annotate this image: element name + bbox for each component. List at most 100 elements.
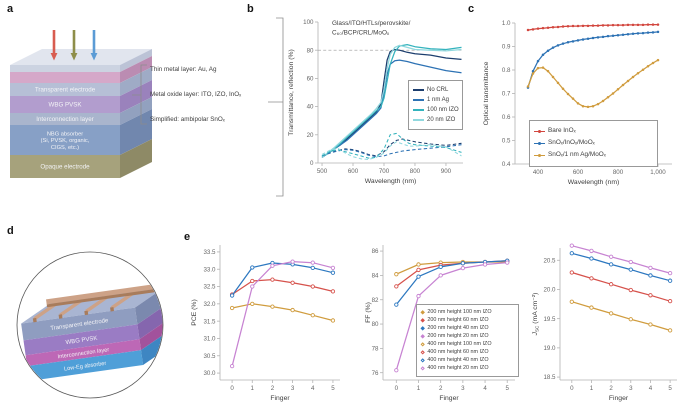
legend-entry: 400 nm height 20 nm IZO — [420, 364, 514, 371]
axis-tick-label: 600 — [348, 168, 359, 175]
panel-label-b: b — [247, 3, 254, 15]
axis-tick-label: 32.0 — [203, 301, 216, 308]
axis-tick-label: 4 — [649, 385, 653, 392]
open-diamond-marker-icon — [420, 342, 426, 347]
legend-entry: 400 nm height 40 nm IZO — [420, 357, 514, 363]
legend-label: 400 nm height 100 nm IZO — [427, 340, 492, 347]
layer-0 — [10, 83, 120, 96]
axis-tick-label: 80 — [372, 321, 379, 328]
axis-tick-label: 84 — [372, 273, 379, 280]
series-20-nm-izo-reflection — [321, 141, 462, 161]
layer-label: WBG PVSK — [65, 336, 98, 346]
legend-entry: 1 nm Ag — [413, 97, 458, 103]
x-axis-label: Finger — [439, 395, 459, 402]
axis-tick-label: 0.6 — [502, 114, 511, 121]
legend-label: 400 nm height 20 nm IZO — [427, 364, 489, 371]
legend-entry: Bare InOₓ — [534, 128, 653, 134]
series-20-nm-izo — [571, 245, 671, 274]
axis-tick-label: 1,000 — [650, 169, 666, 176]
legend-entry: 400 nm height 100 nm IZO — [420, 340, 514, 347]
chart-title: C₆₀/BCP/CRL/MoOₓ — [332, 30, 390, 37]
layer-label: NBG absorber — [47, 131, 83, 137]
axis-tick-label: 500 — [317, 168, 328, 175]
layer-3 — [27, 350, 144, 382]
axis-tick-label: 20.0 — [543, 287, 556, 294]
layer-0 — [21, 307, 138, 341]
legend-entry: 200 nm height 60 nm IZO — [420, 316, 514, 323]
series-20-nm-izo — [231, 260, 334, 367]
chart-ff-legend: 200 nm height 100 nm IZO 200 nm height 60… — [416, 304, 519, 377]
legend-entry: 400 nm height 60 nm IZO — [420, 349, 514, 355]
axis-tick-label: 20 — [307, 132, 314, 139]
axis-tick-label: 1 — [251, 385, 255, 392]
series-60-nm-izo — [571, 271, 671, 302]
axis-tick-label: 4 — [311, 385, 315, 392]
layer-2 — [25, 339, 141, 367]
axis-tick-label: 700 — [379, 168, 390, 175]
legend-entry: SnOₓ/1 nm Ag/MoOₓ — [534, 151, 653, 158]
panel-b-group-bracket — [268, 17, 284, 197]
axis-tick-label: 1 — [417, 385, 421, 392]
filled-diamond-marker-icon — [420, 325, 426, 331]
axis-tick-label: 5 — [668, 385, 672, 392]
series-no-crl-reflection — [321, 138, 462, 157]
axis-tick-label: 30.0 — [203, 370, 216, 377]
annotation-simplified: Simplified: ambipolar SnOₓ — [150, 116, 225, 123]
legend-label: 200 nm height 60 nm IZO — [427, 316, 489, 323]
axis-tick-label: 5 — [331, 385, 335, 392]
busbar-top — [46, 282, 166, 305]
panel-a-annotation-bracket — [132, 64, 147, 125]
layer-1 — [23, 324, 140, 356]
legend-label: 200 nm height 20 nm IZO — [427, 332, 489, 339]
axis-tick-label: 800 — [410, 168, 421, 175]
legend-entry: 200 nm height 20 nm IZO — [420, 332, 514, 339]
axis-tick-label: 78 — [372, 345, 379, 352]
busbar-front — [46, 287, 166, 308]
legend-entry: SnOₓ/InOₓ/MoOₓ — [534, 139, 653, 147]
annotation-thin-metal: Thin metal layer: Au, Ag — [150, 66, 217, 73]
legend-label: SnOₓ/InOₓ/MoOₓ — [548, 139, 595, 147]
panel-label-e: e — [184, 231, 191, 243]
axis-tick-label: 600 — [573, 169, 584, 176]
axis-tick-label: 19.0 — [543, 345, 556, 352]
finger-end-cap — [32, 317, 37, 323]
axis-tick-label: 3 — [629, 385, 633, 392]
legend-entry: 20 nm IZO — [413, 117, 458, 123]
line-marker-icon — [534, 141, 545, 145]
axis-tick-label: 0.4 — [502, 161, 511, 168]
line-marker-icon — [413, 119, 424, 121]
layer-label: Interconnection layer — [36, 116, 93, 123]
axis-tick-label: 30.5 — [203, 353, 216, 360]
legend-label: 200 nm height 100 nm IZO — [427, 308, 492, 315]
axis-tick-label: 5 — [506, 385, 510, 392]
layer-label: (Si, PVSK, organic, — [41, 138, 90, 144]
series-snox-inox-moox — [527, 31, 659, 88]
filled-diamond-marker-icon — [420, 334, 426, 339]
axis-tick-label: 60 — [307, 76, 314, 83]
series-40-nm-izo — [231, 262, 334, 296]
axis-tick-label: 400 — [533, 169, 544, 176]
legend-label: Bare InOₓ — [548, 127, 576, 135]
open-diamond-marker-icon — [420, 350, 426, 355]
chart-ff: 76 78 80 82 84 86 0 1 2 3 4 5 Finger FF (%) — [365, 245, 515, 402]
series-60-nm-izo — [231, 278, 334, 296]
series-1-nm-ag-reflection — [321, 144, 462, 158]
series-100-nm-izo-reflection — [321, 132, 462, 159]
chart-optical-transmittance: 0.4 0.5 0.6 0.7 0.8 0.9 1.0 400 600 800 1,000 Wavel… — [483, 20, 672, 186]
filled-diamond-marker-icon — [420, 317, 426, 323]
chart-title: Glass/ITO/HTLs/perovskite/ — [332, 20, 411, 27]
series-snox-1-nm-ag-moox — [527, 59, 659, 108]
chart-pce: 30.0 30.5 31.0 31.5 32.0 32.5 33.0 33.5 0 1 2 3 4 5 Fi… — [191, 245, 340, 402]
series-100-nm-izo — [231, 303, 334, 322]
chart-b-legend: No CRL 1 nm Ag 100 nm IZO 20 nm IZO — [408, 80, 463, 130]
layer-3 — [10, 125, 120, 155]
axis-tick-label: 19.5 — [543, 316, 556, 323]
axis-tick-label: 18.5 — [543, 374, 556, 381]
axis-tick-label: 800 — [613, 169, 624, 176]
panel-a-device-stack-illustration: Transparent electrode WBG PVSK Interconnec… — [10, 30, 152, 178]
axis-tick-label: 1.0 — [502, 20, 511, 27]
axis-tick-label: 0.9 — [502, 44, 511, 51]
legend-entry: No CRL — [413, 87, 458, 93]
filled-diamond-marker-icon — [420, 309, 426, 315]
finger-end-cap — [84, 310, 89, 316]
